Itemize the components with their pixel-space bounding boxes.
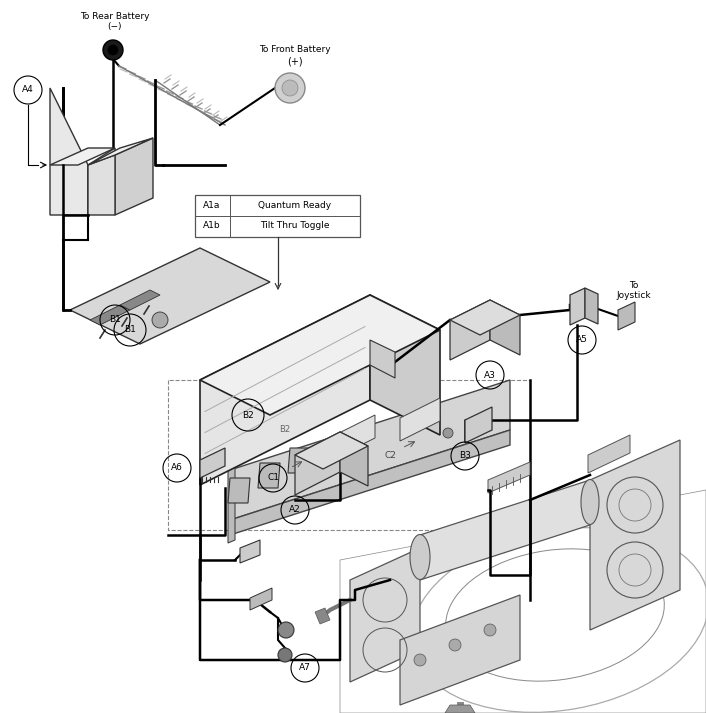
Text: Tilt Thru Toggle: Tilt Thru Toggle (261, 222, 330, 230)
Polygon shape (450, 300, 490, 360)
Polygon shape (295, 432, 368, 469)
Polygon shape (400, 398, 440, 441)
Polygon shape (585, 288, 598, 324)
Polygon shape (315, 608, 330, 624)
Polygon shape (370, 340, 395, 378)
Text: (−): (−) (108, 22, 122, 31)
Text: A5: A5 (576, 336, 588, 344)
Polygon shape (258, 463, 280, 488)
Polygon shape (465, 407, 492, 443)
Polygon shape (420, 480, 590, 580)
Polygon shape (228, 478, 250, 503)
Polygon shape (230, 380, 510, 520)
Circle shape (278, 648, 292, 662)
Polygon shape (200, 295, 370, 485)
Text: A2: A2 (289, 506, 301, 515)
Polygon shape (335, 415, 375, 458)
Circle shape (414, 654, 426, 666)
Text: To Front Battery: To Front Battery (259, 45, 331, 54)
Text: Quantum Ready: Quantum Ready (258, 200, 332, 210)
Polygon shape (618, 302, 635, 330)
Polygon shape (295, 432, 340, 495)
Text: A7: A7 (299, 664, 311, 672)
Polygon shape (400, 595, 520, 705)
Polygon shape (490, 300, 520, 355)
Text: B3: B3 (459, 451, 471, 461)
Text: B2: B2 (242, 411, 254, 419)
Ellipse shape (581, 480, 599, 525)
Polygon shape (200, 448, 225, 478)
Polygon shape (570, 288, 585, 325)
Circle shape (103, 40, 123, 60)
Polygon shape (370, 295, 440, 435)
Polygon shape (230, 430, 510, 535)
Circle shape (449, 639, 461, 651)
Circle shape (278, 622, 294, 638)
Text: A4: A4 (22, 86, 34, 95)
Polygon shape (488, 462, 530, 493)
Polygon shape (50, 88, 88, 215)
Polygon shape (240, 540, 260, 563)
Circle shape (443, 428, 453, 438)
Text: C2: C2 (384, 451, 396, 459)
Text: B1: B1 (124, 326, 136, 334)
Polygon shape (200, 295, 440, 415)
Polygon shape (88, 148, 115, 215)
Text: C1: C1 (267, 473, 279, 483)
Polygon shape (590, 440, 680, 630)
Ellipse shape (410, 535, 430, 580)
Polygon shape (88, 155, 115, 215)
Polygon shape (340, 432, 368, 486)
Text: A1a: A1a (203, 200, 221, 210)
Polygon shape (588, 435, 630, 473)
FancyBboxPatch shape (195, 195, 360, 237)
Text: Joystick: Joystick (616, 290, 652, 299)
Text: A6: A6 (171, 463, 183, 473)
Circle shape (282, 80, 298, 96)
Polygon shape (88, 138, 153, 165)
Text: To Rear Battery: To Rear Battery (80, 12, 150, 21)
Polygon shape (90, 305, 130, 325)
Circle shape (108, 45, 118, 55)
Polygon shape (228, 467, 235, 543)
Polygon shape (450, 300, 520, 335)
Text: B2: B2 (280, 426, 291, 434)
Circle shape (484, 624, 496, 636)
Polygon shape (288, 448, 310, 473)
Polygon shape (120, 290, 160, 310)
Text: B1: B1 (109, 315, 121, 324)
Text: A3: A3 (484, 371, 496, 379)
Polygon shape (445, 705, 475, 713)
Text: To: To (629, 280, 639, 289)
Polygon shape (115, 138, 153, 215)
Circle shape (275, 73, 305, 103)
Polygon shape (350, 548, 420, 682)
Circle shape (152, 312, 168, 328)
Polygon shape (70, 248, 270, 344)
Polygon shape (340, 490, 706, 713)
Text: (+): (+) (287, 57, 303, 67)
Text: A1b: A1b (203, 222, 221, 230)
Polygon shape (250, 588, 272, 610)
Polygon shape (50, 148, 115, 165)
